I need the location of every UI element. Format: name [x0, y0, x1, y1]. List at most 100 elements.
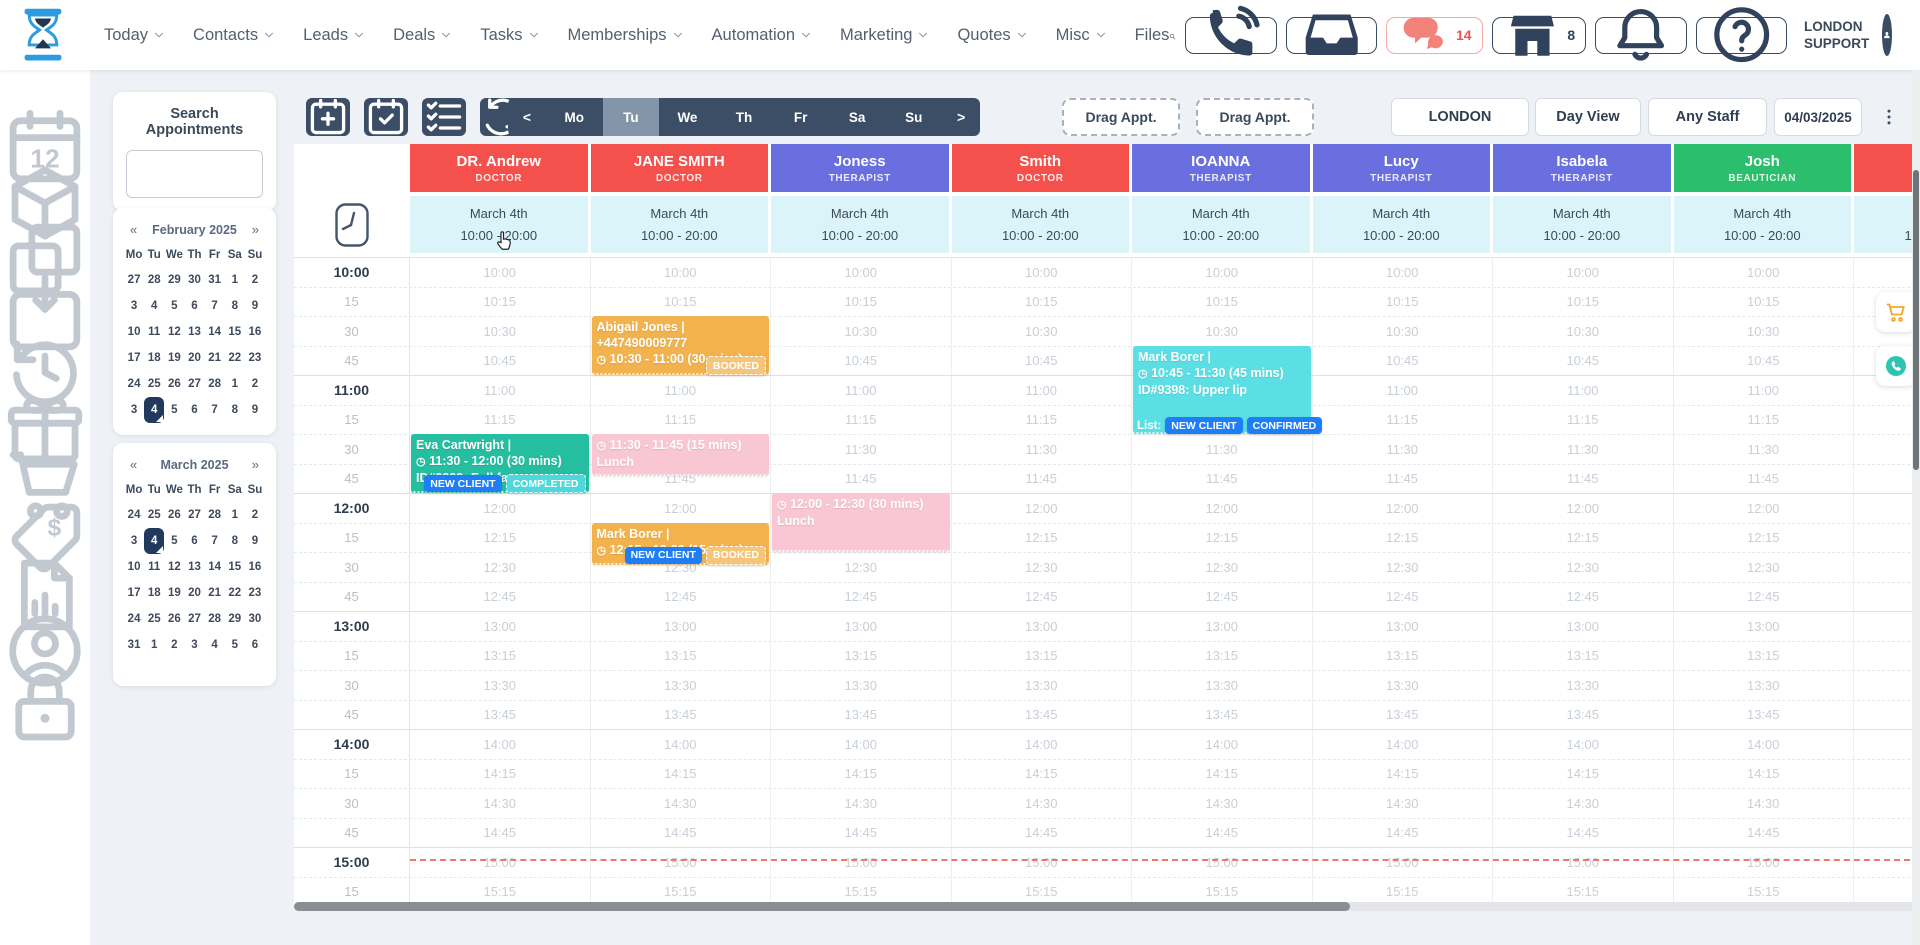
time-slot[interactable]: 11:30 [1674, 435, 1854, 464]
calendar-day[interactable]: 11 [148, 326, 161, 338]
calendar-day[interactable]: 31 [127, 639, 141, 651]
time-slot[interactable]: 14:30 [771, 789, 952, 818]
time-slot[interactable]: 13:15 [1854, 642, 1920, 671]
time-slot[interactable]: 10:45 [952, 346, 1132, 375]
time-slot[interactable]: 12:00 [1132, 494, 1313, 523]
time-slot[interactable]: 14:45 [1854, 819, 1920, 848]
nav-item-contacts[interactable]: Contacts [193, 26, 276, 45]
time-slot[interactable]: 11:15 [952, 405, 1132, 434]
time-slot[interactable]: 12:45 [410, 582, 591, 611]
appointment-block[interactable]: ◷ 11:30 - 11:45 (15 mins) Lunch [591, 434, 769, 476]
calendar-day[interactable]: 25 [147, 509, 161, 521]
time-slot[interactable]: 13:00 [410, 612, 591, 641]
time-slot[interactable]: 14:45 [1132, 818, 1313, 847]
nav-item-today[interactable]: Today [104, 26, 166, 45]
time-slot[interactable]: 12:15 [1674, 523, 1854, 552]
time-slot[interactable]: 14:00 [1674, 730, 1854, 759]
time-slot[interactable]: 12:45 [1313, 582, 1493, 611]
time-slot[interactable]: 14:15 [1132, 759, 1313, 788]
time-slot[interactable]: 12:00 [1313, 494, 1493, 523]
calendar-day[interactable]: 6 [191, 535, 198, 547]
time-slot[interactable]: 13:45 [591, 700, 771, 729]
appointment-block[interactable]: ◷ 12:00 - 12:30 (30 mins) Lunch [772, 493, 950, 552]
staff-day-hours[interactable]: March 4th 10:00 - 20:00 [1493, 196, 1671, 253]
time-slot[interactable]: 11:45 [771, 464, 952, 493]
calendar-day[interactable]: 29 [167, 274, 181, 286]
time-slot[interactable]: 14:00 [1132, 730, 1313, 759]
time-slot[interactable]: 11:00 [952, 376, 1132, 405]
staff-column-header-ioanna[interactable]: IOANNA THERAPIST [1132, 144, 1310, 192]
staff-column-header-isabela[interactable]: Isabela THERAPIST [1493, 144, 1671, 192]
time-slot[interactable]: 15:00 [1132, 848, 1313, 877]
time-slot[interactable]: 14:00 [591, 730, 771, 759]
calendar-day[interactable]: 31 [208, 274, 222, 286]
staff-column-header-josh[interactable]: Josh BEAUTICIAN [1673, 144, 1851, 192]
time-slot[interactable]: 10:00 [1132, 258, 1313, 287]
calendar-day[interactable]: 29 [228, 613, 242, 625]
calendar-day[interactable]: 14 [208, 561, 222, 573]
calendar-day[interactable]: 24 [127, 613, 141, 625]
time-slot[interactable]: 12:30 [952, 553, 1132, 582]
calendar-day[interactable]: 18 [147, 587, 161, 599]
time-slot[interactable]: 11:30 [1854, 435, 1920, 464]
time-slot[interactable]: 12:45 [1854, 583, 1920, 612]
calendar-day[interactable]: 5 [171, 404, 178, 416]
calendar-day[interactable]: 2 [251, 509, 259, 521]
calendar-day[interactable]: 9 [251, 535, 259, 547]
package-rail-button[interactable] [0, 158, 90, 240]
time-slot[interactable]: 12:30 [1674, 553, 1854, 582]
cart-rail-button[interactable] [0, 438, 90, 520]
time-slot[interactable]: 10:30 [1493, 317, 1674, 346]
staff-day-hours[interactable]: March 4th 10:00 - 20:00 [951, 196, 1129, 253]
time-slot[interactable]: 13:45 [1313, 700, 1493, 729]
time-slot[interactable]: 14:15 [952, 759, 1132, 788]
time-slot[interactable]: 14:30 [1854, 789, 1920, 818]
time-slot[interactable]: 15:15 [591, 877, 771, 906]
time-slot[interactable]: 11:30 [1132, 435, 1313, 464]
time-slot[interactable]: 10:15 [410, 287, 591, 316]
nav-item-memberships[interactable]: Memberships [568, 26, 685, 45]
time-slot[interactable]: 10:00 [591, 258, 771, 287]
time-slot[interactable]: 10:00 [771, 258, 952, 287]
staff-day-hours[interactable]: March 4th 10:00 - 20:00 [1132, 196, 1310, 253]
calendar-day[interactable]: 5 [171, 300, 178, 312]
time-slot[interactable]: 11:15 [771, 405, 952, 434]
time-slot[interactable]: 10:15 [1493, 287, 1674, 316]
calendar-day-selected[interactable]: 4 [144, 528, 165, 554]
user-avatar-button[interactable] [1882, 14, 1892, 56]
history-rail-button[interactable] [0, 326, 90, 406]
staff-day-hours[interactable]: March 4th 10:00 - 20:00 [590, 196, 768, 253]
calendar-day[interactable]: 10 [127, 326, 141, 338]
time-slot[interactable]: 10:00 [1854, 258, 1920, 287]
time-slot[interactable]: 12:45 [771, 582, 952, 611]
calendar-day[interactable]: 11 [148, 561, 161, 573]
time-slot[interactable]: 10:30 [1674, 317, 1854, 346]
time-slot[interactable]: 15:15 [1132, 877, 1313, 906]
time-slot[interactable]: 14:15 [410, 759, 591, 788]
calendar-day[interactable]: 22 [228, 587, 242, 599]
staff-day-hours[interactable]: March 4th 10:00 - 20:00 [1854, 196, 1920, 253]
time-slot[interactable]: 13:30 [1132, 671, 1313, 700]
calendar-day[interactable]: 13 [188, 326, 201, 338]
time-slot[interactable]: 11:15 [1854, 406, 1920, 435]
time-slot[interactable]: 10:15 [1132, 287, 1313, 316]
store-button[interactable]: 8 [1491, 15, 1587, 56]
next-month-button[interactable]: » [251, 457, 259, 472]
time-slot[interactable]: 15:15 [771, 877, 952, 906]
time-slot[interactable]: 12:00 [1493, 494, 1674, 523]
drag-appt-button-2[interactable]: Drag Appt. [1196, 98, 1314, 136]
time-slot[interactable]: 15:15 [1493, 877, 1674, 906]
staff-day-hours[interactable]: March 4th 10:00 - 20:00 [771, 196, 949, 253]
time-slot[interactable]: 12:15 [952, 523, 1132, 552]
time-slot[interactable]: 10:30 [771, 317, 952, 346]
time-slot[interactable]: 11:45 [1674, 464, 1854, 493]
time-slot[interactable]: 13:30 [952, 671, 1132, 700]
calendar-day[interactable]: 9 [251, 300, 259, 312]
vertical-scrollbar[interactable] [1912, 70, 1920, 945]
calendar-day[interactable]: 15 [228, 326, 242, 338]
time-slot[interactable]: 14:30 [1313, 789, 1493, 818]
time-slot[interactable]: 13:15 [1493, 641, 1674, 670]
time-slot[interactable]: 15:15 [952, 877, 1132, 906]
calendar-day[interactable]: 28 [208, 378, 222, 390]
time-slot[interactable]: 10:15 [1674, 287, 1854, 316]
